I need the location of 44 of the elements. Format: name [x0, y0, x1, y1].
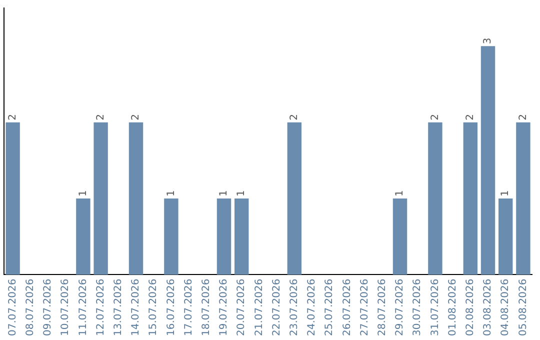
x-tick-label: 13.07.2026 — [112, 278, 124, 336]
data-label: 2 — [95, 114, 106, 120]
x-tick-label: 09.07.2026 — [42, 278, 54, 336]
x-tick-label: 21.07.2026 — [254, 278, 265, 336]
x-tick-label: 05.08.2026 — [518, 278, 529, 336]
x-tick-label: 20.07.2026 — [236, 278, 248, 336]
x-tick-label: 18.07.2026 — [200, 278, 212, 336]
x-tick-label: 10.07.2026 — [60, 278, 72, 336]
x-tick-label: 16.07.2026 — [166, 278, 177, 336]
x-tick-label: 07.07.2026 — [7, 278, 18, 336]
x-tick-label: 04.08.2026 — [500, 278, 512, 336]
x-tick-label: 25.07.2026 — [324, 278, 336, 336]
x-tick-label: 15.07.2026 — [148, 278, 160, 336]
x-tick-label: 26.07.2026 — [342, 278, 353, 336]
x-tick-label: 27.07.2026 — [359, 278, 370, 336]
data-label: 1 — [78, 190, 89, 197]
x-tick-label: 19.07.2026 — [218, 278, 230, 336]
x-tick-label: 08.07.2026 — [24, 278, 36, 336]
x-tick-label: 28.07.2026 — [376, 278, 388, 336]
data-label: 2 — [430, 114, 441, 120]
x-tick-label: 31.07.2026 — [430, 278, 441, 336]
x-tick-label: 03.08.2026 — [482, 278, 494, 336]
data-label: 2 — [518, 114, 529, 120]
data-label: 1 — [500, 190, 512, 197]
x-tick-label: 12.07.2026 — [95, 278, 106, 336]
x-tick-label: 11.07.2026 — [78, 278, 89, 336]
data-label: 3 — [482, 38, 494, 44]
data-label: 2 — [130, 114, 142, 120]
data-label: 2 — [464, 114, 476, 120]
x-tick-label: 22.07.2026 — [271, 278, 282, 336]
x-tick-label: 01.08.2026 — [447, 278, 458, 336]
x-tick-label: 17.07.2026 — [183, 278, 194, 336]
x-tick-label: 02.08.2026 — [464, 278, 476, 336]
data-label: 1 — [394, 190, 406, 197]
x-tick-label: 30.07.2026 — [412, 278, 424, 336]
data-label: 2 — [288, 114, 300, 120]
x-tick-label: 24.07.2026 — [306, 278, 318, 336]
data-label: 1 — [166, 190, 177, 197]
data-label: 1 — [236, 190, 248, 197]
x-tick-label: 14.07.2026 — [130, 278, 142, 336]
x-tick-label: 23.07.2026 — [288, 278, 300, 336]
data-label: 1 — [218, 190, 230, 197]
data-label: 2 — [7, 114, 18, 120]
x-tick-label: 29.07.2026 — [394, 278, 406, 336]
